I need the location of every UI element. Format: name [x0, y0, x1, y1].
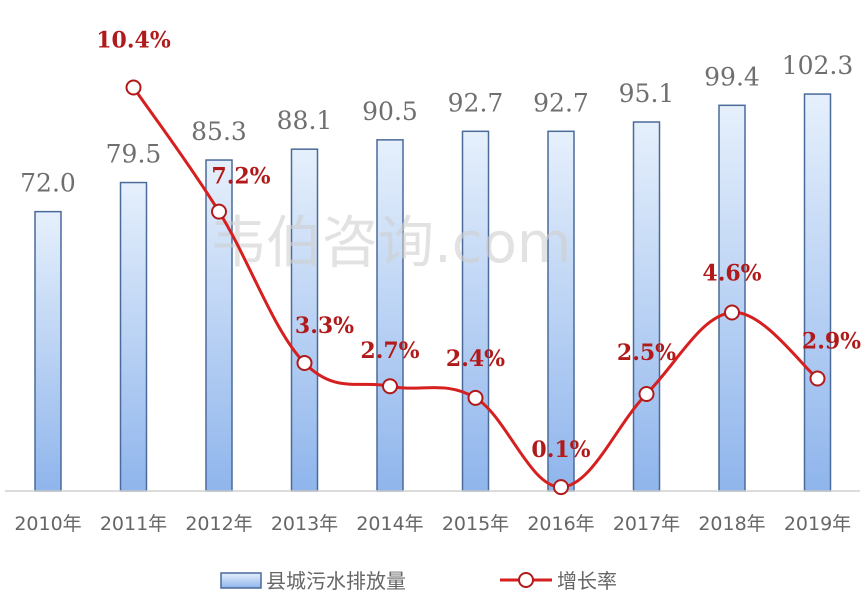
- bar-value-label: 102.3: [782, 51, 854, 80]
- x-tick-label: 2010年: [14, 513, 81, 535]
- bar-value-label: 92.7: [448, 88, 504, 117]
- legend-line-label: 增长率: [557, 569, 617, 593]
- bar: [803, 93, 832, 492]
- x-tick-label: 2018年: [698, 513, 765, 535]
- growth-rate-label: 2.9%: [802, 328, 861, 354]
- growth-rate-marker: [382, 378, 398, 395]
- legend-line-marker: [518, 572, 534, 588]
- growth-rate-marker: [211, 203, 227, 220]
- growth-rate-label: 2.5%: [617, 340, 676, 366]
- bar-value-label: 95.1: [619, 79, 675, 108]
- growth-rate-label: 0.1%: [531, 437, 590, 463]
- x-tick-label: 2016年: [527, 513, 594, 535]
- growth-rate-label: 2.7%: [360, 338, 419, 364]
- growth-rate-marker: [125, 79, 142, 96]
- bar-value-label: 85.3: [191, 117, 247, 146]
- bar-value-label: 79.5: [106, 140, 162, 169]
- growth-rate-marker: [296, 354, 313, 371]
- growth-rate-label: 7.2%: [211, 164, 270, 190]
- x-tick-label: 2017年: [613, 513, 680, 535]
- x-tick-label: 2011年: [100, 513, 167, 535]
- x-tick-label: 2012年: [185, 513, 252, 535]
- bar-value-label: 72.0: [20, 169, 76, 198]
- growth-rate-label: 3.3%: [295, 313, 354, 339]
- growth-rate-marker: [809, 370, 826, 387]
- growth-rate-label: 10.4%: [96, 27, 171, 53]
- x-tick-label: 2014年: [356, 513, 423, 535]
- growth-rate-label: 2.4%: [446, 346, 505, 372]
- growth-rate-marker: [553, 479, 569, 496]
- legend-bar-swatch: [220, 572, 262, 589]
- bar-value-label: 99.4: [704, 62, 760, 91]
- bar: [632, 121, 661, 492]
- bar: [290, 148, 319, 492]
- bar-value-label: 90.5: [362, 97, 418, 126]
- legend: 县城污水排放量 增长率: [220, 569, 617, 593]
- growth-rate-marker: [467, 389, 484, 406]
- growth-rate-label: 4.6%: [702, 261, 761, 287]
- bar-value-label: 88.1: [277, 106, 333, 135]
- watermark: 韦伯咨询.com: [210, 211, 571, 276]
- x-tick-label: 2015年: [442, 513, 509, 535]
- bar: [718, 104, 746, 492]
- x-tick-label: 2013年: [271, 513, 338, 535]
- bar: [461, 130, 490, 492]
- bar-value-label: 92.7: [533, 88, 589, 117]
- bar: [119, 181, 148, 492]
- legend-bar-label: 县城污水排放量: [266, 569, 406, 593]
- bar: [34, 210, 62, 492]
- x-tick-label: 2019年: [784, 513, 851, 535]
- growth-rate-marker: [724, 304, 740, 321]
- bar: [376, 139, 404, 492]
- growth-rate-marker: [638, 386, 655, 402]
